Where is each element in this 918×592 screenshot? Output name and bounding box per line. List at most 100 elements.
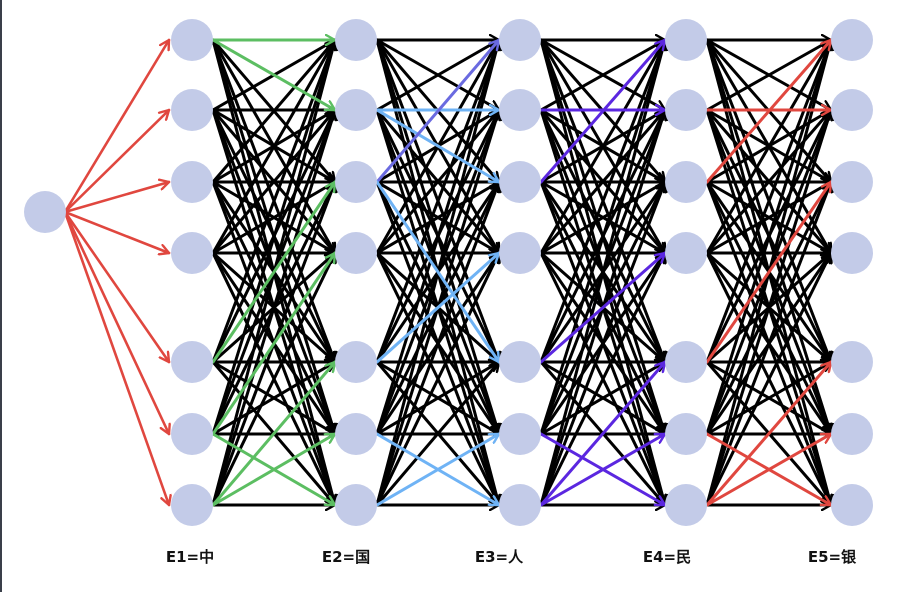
node-c2-r6 [335,413,377,455]
start-edge-6 [63,210,169,507]
edge-t4-5-0 [705,38,831,436]
start-edge-3 [63,210,171,253]
node-c5-r7 [831,484,873,526]
label-layer: E1=中 E2=国 E3=人 E4=民 E5=银 [166,548,857,566]
edge-t3-6-3 [539,251,665,507]
node-c2-r5 [335,341,377,383]
edge-t2-4-0 [375,38,499,364]
node-c2-r4 [335,232,377,274]
edge-t1-5-0 [211,38,335,436]
node-c4-r2 [665,89,707,131]
highlight-edge-t2-6-5 [375,432,501,507]
start-edge-2 [63,182,171,214]
node-c5-r4 [831,232,873,274]
node-c5-r3 [831,161,873,203]
edge-t3-5-0 [539,38,665,436]
column-label-e2: E2=国 [322,548,370,566]
edge-t1-4-0 [211,38,335,364]
node-c1-r7 [171,484,213,526]
node-layer [24,19,873,526]
start-edge-5 [63,210,169,436]
column-label-e4: E4=民 [643,548,691,566]
highlight-edge-t4-2-0 [705,38,833,184]
highlight-edge-t1-5-3 [211,251,337,436]
edge-t2-3-2 [375,180,501,255]
highlight-edge-t2-4-3 [375,251,501,364]
node-c3-r3 [499,161,541,203]
accent-edge-t2-2-0 [375,38,501,184]
edge-t4-1-0 [705,38,833,112]
start-edge-1 [63,108,171,214]
edge-t3-4-0 [539,38,665,364]
edge-t4-3-1 [705,108,833,255]
node-c4-r4 [665,232,707,274]
node-c1-r2 [171,89,213,131]
node-c1-r5 [171,341,213,383]
edge-t4-3-0 [705,38,833,255]
edge-t4-6-1 [705,108,831,507]
edge-layer [63,38,833,507]
edge-t3-3-2 [539,180,667,255]
edge-t1-3-0 [211,38,337,255]
highlight-edge-t3-2-0 [539,38,667,184]
window-left-edge [0,0,2,592]
node-c4-r6 [665,413,707,455]
edge-t1-3-1 [211,108,337,255]
start-edge-0 [63,38,171,214]
edge-t2-6-4 [375,360,501,507]
column-label-e1: E1=中 [166,548,214,566]
highlight-edge-t4-6-4 [705,360,833,507]
highlight-edge-t1-4-2 [211,180,337,364]
node-c3-r6 [499,413,541,455]
node-c4-r1 [665,19,707,61]
node-c3-r7 [499,484,541,526]
node-c2-r1 [335,19,377,61]
node-c5-r2 [831,89,873,131]
column-label-e5: E5=银 [808,548,857,566]
node-c2-r3 [335,161,377,203]
start-edge-4 [63,210,171,364]
edge-t4-6-2 [705,180,831,507]
edge-t3-1-0 [539,38,667,112]
highlight-edge-t3-6-4 [539,360,667,507]
node-c2-r2 [335,89,377,131]
start-node [24,191,66,233]
edge-t3-3-1 [539,108,667,255]
edge-t2-5-0 [375,38,499,436]
column-label-e3: E3=人 [475,548,524,566]
node-c3-r2 [499,89,541,131]
node-c3-r1 [499,19,541,61]
edge-t2-6-2 [375,180,499,507]
highlight-edge-t2-2-4 [375,180,501,364]
node-c1-r6 [171,413,213,455]
highlight-edge-t1-0-1 [211,38,337,112]
highlight-edge-t1-6-4 [211,360,337,507]
edge-t2-3-1 [375,108,501,255]
node-c4-r5 [665,341,707,383]
node-c5-r1 [831,19,873,61]
node-c1-r1 [171,19,213,61]
edge-t4-3-2 [705,180,833,255]
highlight-edge-t1-6-5 [211,432,337,507]
edge-t1-2-0 [211,38,337,184]
edge-t3-6-2 [539,180,665,507]
edge-t3-3-0 [539,38,667,255]
node-c2-r7 [335,484,377,526]
edge-t1-6-1 [211,108,335,507]
node-c3-r4 [499,232,541,274]
node-c1-r3 [171,161,213,203]
highlight-edge-t4-6-5 [705,432,833,507]
edge-t4-6-3 [705,251,831,507]
node-c4-r3 [665,161,707,203]
highlight-edge-t4-4-2 [705,180,833,364]
edge-t1-6-3 [211,251,335,507]
node-c3-r5 [499,341,541,383]
edge-t2-1-0 [375,38,501,112]
edge-t2-6-3 [375,251,499,507]
highlight-edge-t3-6-5 [539,432,667,507]
node-c4-r7 [665,484,707,526]
highlight-edge-t2-1-2 [375,108,501,184]
edge-t3-6-0 [539,38,665,507]
node-c5-r6 [831,413,873,455]
